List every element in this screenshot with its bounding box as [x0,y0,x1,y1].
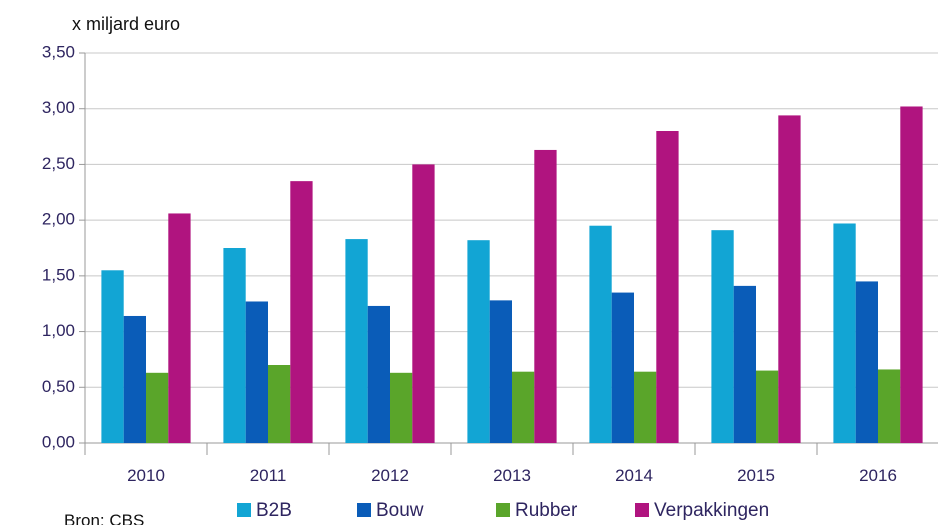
bar [711,230,734,443]
legend-swatch [237,503,251,517]
bar [756,370,779,443]
bar [855,281,878,443]
bar [367,305,390,443]
bar [245,301,268,443]
x-tick-label: 2015 [737,466,775,485]
x-tick-label: 2010 [127,466,165,485]
y-tick-label: 0,50 [42,377,75,396]
bar [634,371,657,443]
legend-swatch [635,503,649,517]
legend-label: B2B [256,500,292,521]
bar [268,365,291,443]
bar [878,369,901,443]
legend-label: Rubber [515,500,578,521]
bar [489,300,512,443]
bar [656,131,679,443]
y-tick-label: 2,00 [42,210,75,229]
y-tick-label: 3,50 [42,42,75,61]
bar [900,106,923,443]
bar [223,248,246,443]
bar [778,115,801,444]
bar [611,292,634,443]
legend-label: Bouw [376,500,424,521]
bar [290,181,313,443]
bar [733,285,756,443]
bar [123,315,146,443]
x-tick-label: 2012 [371,466,409,485]
bar [168,213,191,443]
y-tick-label: 3,00 [42,98,75,117]
bar [589,225,612,443]
y-tick-label: 1,00 [42,321,75,340]
bar [467,240,490,443]
bar [833,223,856,443]
legend-swatch [496,503,510,517]
x-tick-label: 2011 [250,466,287,485]
x-tick-label: 2013 [493,466,531,485]
bar [534,149,557,443]
y-tick-label: 0,00 [42,432,75,451]
legend-swatch [357,503,371,517]
bar [345,239,368,443]
bar [146,372,169,443]
y-tick-label: 2,50 [42,154,75,173]
legend-label: Verpakkingen [654,500,769,521]
x-tick-label: 2014 [615,466,653,485]
chart-title: x miljard euro [72,14,180,34]
bar [101,270,124,443]
x-tick-label: 2016 [859,466,897,485]
bar [512,371,535,443]
source: Bron: CBS [64,511,144,525]
bar [412,164,435,443]
y-tick-label: 1,50 [42,265,75,284]
bar [390,372,413,443]
